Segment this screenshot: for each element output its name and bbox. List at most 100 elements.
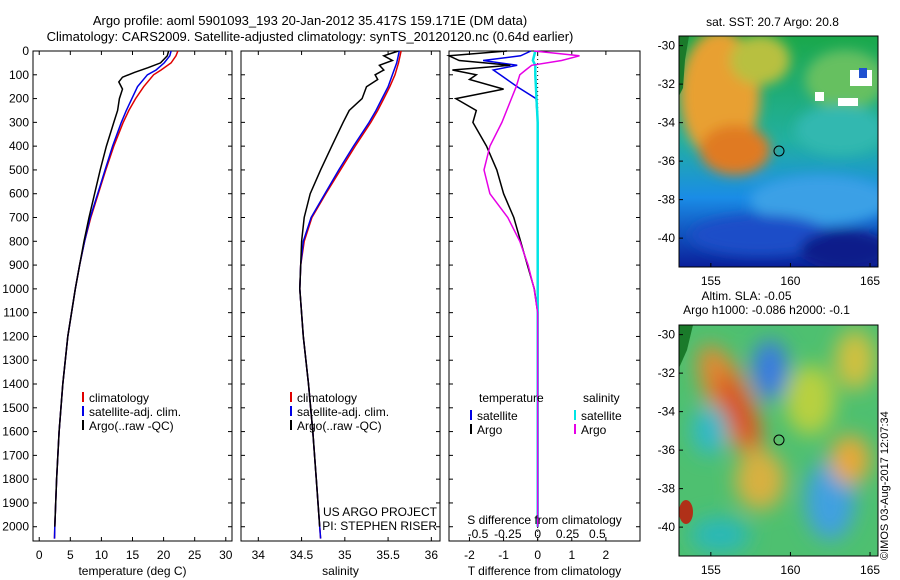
s-tick-label: -0.25 [494, 527, 522, 541]
map-x-tick-label: 155 [701, 274, 721, 288]
map-x-tick-label: 160 [780, 274, 800, 288]
depth-tick-label: 800 [9, 234, 29, 248]
temperature-panel: 0100200300400500600700800900100011001200… [2, 44, 232, 578]
diff-series-t-argo [446, 50, 539, 527]
sst-map [679, 36, 878, 267]
x-tick-label: 35.5 [376, 548, 400, 562]
x-tick-label: -2 [464, 548, 475, 562]
depth-tick-label: 1500 [2, 401, 29, 415]
legend-label: climatology [297, 391, 357, 405]
sst-map-title: sat. SST: 20.7 Argo: 20.8 [706, 15, 839, 29]
x-tick-label: 15 [126, 548, 140, 562]
map-x-tick-label: 165 [860, 563, 880, 577]
depth-tick-label: 1900 [2, 496, 29, 510]
sst-float-marker [773, 145, 785, 157]
diff-series-s-argo [483, 50, 580, 527]
map-y-tick-label: -36 [658, 443, 676, 457]
x-tick-label: 30 [219, 548, 233, 562]
difference-axes-box [448, 50, 641, 542]
x-tick-label: 0 [534, 548, 541, 562]
depth-tick-label: 1400 [2, 377, 29, 391]
legend-label: Argo [581, 423, 607, 437]
map-y-tick-label: -32 [658, 366, 676, 380]
legend-label: Argo [477, 423, 503, 437]
sla-map-title: Altim. SLA: -0.05 [701, 289, 791, 303]
salinity-panel: 34 34.5 35 35.5 36 salinity climatologysatelli… [240, 50, 441, 578]
legend-group-title: salinity [583, 391, 620, 405]
s-diff-xlabel: S difference from climatology [467, 513, 622, 527]
depth-tick-label: 1700 [2, 448, 29, 462]
series-line-clim [53, 50, 179, 539]
title-line-1: Argo profile: aoml 5901093_193 20-Jan-20… [92, 13, 528, 28]
x-tick-label: 36 [425, 548, 439, 562]
s-tick-label: 0.5 [589, 527, 606, 541]
depth-tick-label: 200 [9, 92, 29, 106]
depth-tick-label: 400 [9, 139, 29, 153]
salinity-axes-box [240, 50, 441, 542]
legend-label: Argo(..raw -QC) [297, 419, 382, 433]
legend-label: satellite [581, 409, 622, 423]
depth-tick-label: 500 [9, 163, 29, 177]
project-annotation: PI: STEPHEN RISER [322, 519, 437, 533]
map-x-tick-label: 160 [780, 563, 800, 577]
map-y-tick-label: -38 [658, 482, 676, 496]
x-tick-label: 1 [568, 548, 575, 562]
x-tick-label: 34 [252, 548, 266, 562]
sla-map-subtitle: Argo h1000: -0.086 h2000: -0.1 [683, 303, 850, 317]
depth-tick-label: 300 [9, 115, 29, 129]
sla-map [679, 325, 878, 556]
map-y-tick-label: -40 [658, 520, 676, 534]
sst-map-frame [678, 35, 879, 268]
x-tick-label: -1 [498, 548, 509, 562]
title-line-2: Climatology: CARS2009. Satellite-adjuste… [46, 29, 574, 44]
depth-tick-label: 1000 [2, 282, 29, 296]
diff-series-t-satellite [482, 50, 539, 527]
sla-map-frame [678, 324, 879, 557]
legend-label: climatology [89, 391, 149, 405]
temperature-xlabel: temperature (deg C) [78, 564, 186, 578]
legend-label: Argo(..raw -QC) [89, 419, 174, 433]
salinity-xlabel: salinity [322, 564, 359, 578]
x-tick-label: 2 [603, 548, 610, 562]
map-y-tick-label: -38 [658, 193, 676, 207]
x-tick-label: 0 [36, 548, 43, 562]
diff-series-s-satellite [531, 50, 539, 527]
depth-tick-label: 0 [22, 44, 29, 58]
x-tick-label: 35 [338, 548, 352, 562]
sla-map-axes: 155 160 165 -30 -32 -34 -36 -38 -40 Altim. SLA: -… [658, 289, 881, 577]
map-y-tick-label: -34 [658, 405, 676, 419]
map-y-tick-label: -36 [658, 154, 676, 168]
depth-tick-label: 2000 [2, 520, 29, 534]
project-annotation: US ARGO PROJECT [323, 505, 438, 519]
x-tick-label: 25 [188, 548, 202, 562]
x-tick-label: 10 [95, 548, 109, 562]
depth-tick-label: 600 [9, 187, 29, 201]
map-y-tick-label: -40 [658, 231, 676, 245]
s-tick-label: 0 [534, 527, 541, 541]
sst-map-axes: 155 160 165 -30 -32 -34 -36 -38 -40 sat. SST: 20.… [658, 15, 881, 288]
x-tick-label: 34.5 [290, 548, 314, 562]
x-tick-label: 20 [157, 548, 171, 562]
depth-tick-label: 900 [9, 258, 29, 272]
depth-tick-label: 1200 [2, 329, 29, 343]
legend-label: satellite-adj. clim. [297, 405, 389, 419]
depth-tick-label: 1800 [2, 472, 29, 486]
legend-group-title: temperature [479, 391, 544, 405]
series-line-argo [54, 50, 170, 527]
series-line-argo [299, 50, 399, 527]
map-y-tick-label: -30 [658, 328, 676, 342]
difference-panel: -2 -1 0 1 2 T difference from climatology -0.5… [446, 50, 641, 578]
s-tick-label: 0.25 [556, 527, 580, 541]
depth-tick-label: 1600 [2, 425, 29, 439]
map-y-tick-label: -32 [658, 77, 676, 91]
map-x-tick-label: 165 [860, 274, 880, 288]
x-tick-label: 5 [67, 548, 74, 562]
depth-tick-label: 1300 [2, 353, 29, 367]
map-x-tick-label: 155 [701, 563, 721, 577]
depth-tick-label: 100 [9, 68, 29, 82]
legend-label: satellite-adj. clim. [89, 405, 181, 419]
s-tick-label: -0.5 [468, 527, 489, 541]
map-y-tick-label: -30 [658, 39, 676, 53]
map-y-tick-label: -34 [658, 116, 676, 130]
